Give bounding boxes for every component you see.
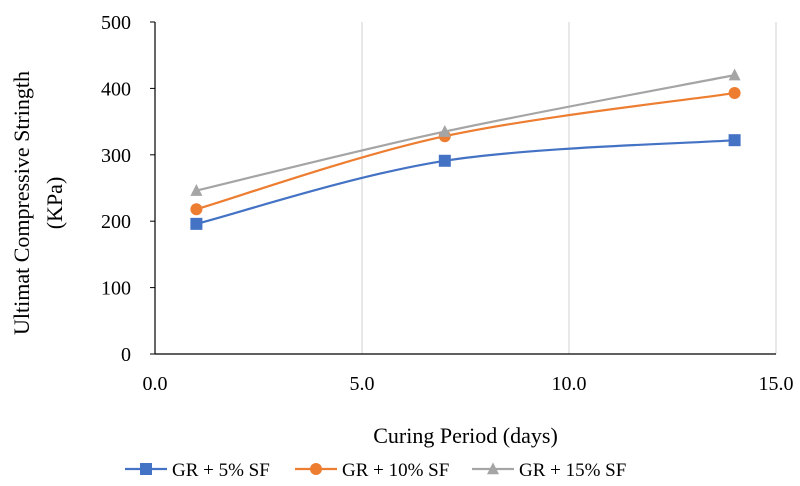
tick-labels: 0.0 5.0 10.0 15.0 0 100 200 300 400 500: [101, 12, 794, 395]
x-axis-title: Curing Period (days): [373, 423, 558, 448]
axes: [150, 21, 776, 355]
series-2: [190, 87, 741, 216]
legend-marker: [140, 463, 152, 475]
y-axis-title-line-2: (KPa): [42, 177, 67, 230]
x-tick-label: 10.0: [552, 373, 587, 395]
y-tick-label: 0: [121, 344, 131, 366]
y-tick-label: 400: [101, 78, 131, 100]
x-tick-label: 0.0: [143, 373, 168, 395]
data-point: [438, 124, 451, 137]
legend: GR + 5% SF GR + 10% SF GR + 15% SF: [125, 460, 626, 481]
legend-marker: [310, 463, 322, 475]
series-3: [190, 68, 741, 196]
series-group: [190, 68, 741, 230]
legend-item: GR + 5% SF: [125, 460, 270, 481]
data-point: [190, 184, 203, 196]
series-1: [190, 134, 741, 230]
data-point: [438, 154, 451, 167]
series-line: [196, 91, 735, 211]
x-tick-label: 5.0: [350, 373, 375, 395]
data-point: [728, 87, 741, 100]
y-tick-label: 300: [101, 145, 131, 167]
x-tick-label: 15.0: [759, 373, 794, 395]
legend-label: GR + 10% SF: [342, 460, 449, 481]
data-point: [728, 68, 741, 81]
y-tick-label: 500: [101, 12, 131, 34]
legend-item: GR + 10% SF: [295, 460, 449, 481]
y-axis-title-line-1: Ultimat Compressive Stringth: [9, 71, 34, 335]
grid-lines: [361, 22, 777, 354]
data-point: [190, 217, 203, 230]
data-point: [190, 203, 203, 216]
data-point: [728, 134, 741, 147]
legend-label: GR + 15% SF: [519, 460, 626, 481]
y-tick-label: 100: [101, 278, 131, 300]
legend-label: GR + 5% SF: [172, 460, 270, 481]
series-line: [196, 139, 735, 225]
legend-item: GR + 15% SF: [472, 460, 626, 481]
legend-marker: [487, 462, 499, 475]
y-tick-label: 200: [101, 211, 131, 233]
